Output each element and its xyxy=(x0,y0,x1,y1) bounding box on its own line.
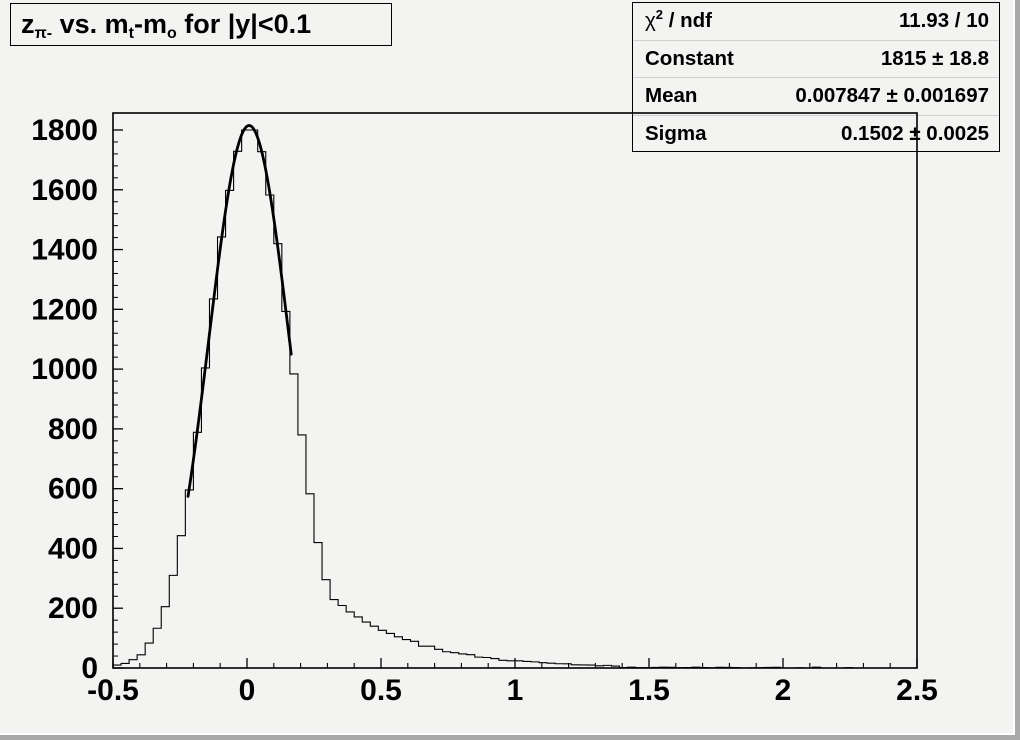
svg-text:0: 0 xyxy=(239,674,256,707)
svg-text:600: 600 xyxy=(48,473,98,506)
svg-text:400: 400 xyxy=(48,532,98,565)
svg-text:1000: 1000 xyxy=(31,353,98,386)
svg-text:1400: 1400 xyxy=(31,234,98,267)
svg-text:2.5: 2.5 xyxy=(896,674,938,707)
svg-text:1600: 1600 xyxy=(31,174,98,207)
svg-text:800: 800 xyxy=(48,413,98,446)
svg-text:1.5: 1.5 xyxy=(628,674,670,707)
svg-text:200: 200 xyxy=(48,592,98,625)
svg-text:1: 1 xyxy=(507,674,524,707)
svg-text:1200: 1200 xyxy=(31,293,98,326)
svg-text:0: 0 xyxy=(81,652,98,685)
svg-text:2: 2 xyxy=(775,674,792,707)
svg-text:0.5: 0.5 xyxy=(360,674,402,707)
svg-text:1800: 1800 xyxy=(31,114,98,147)
